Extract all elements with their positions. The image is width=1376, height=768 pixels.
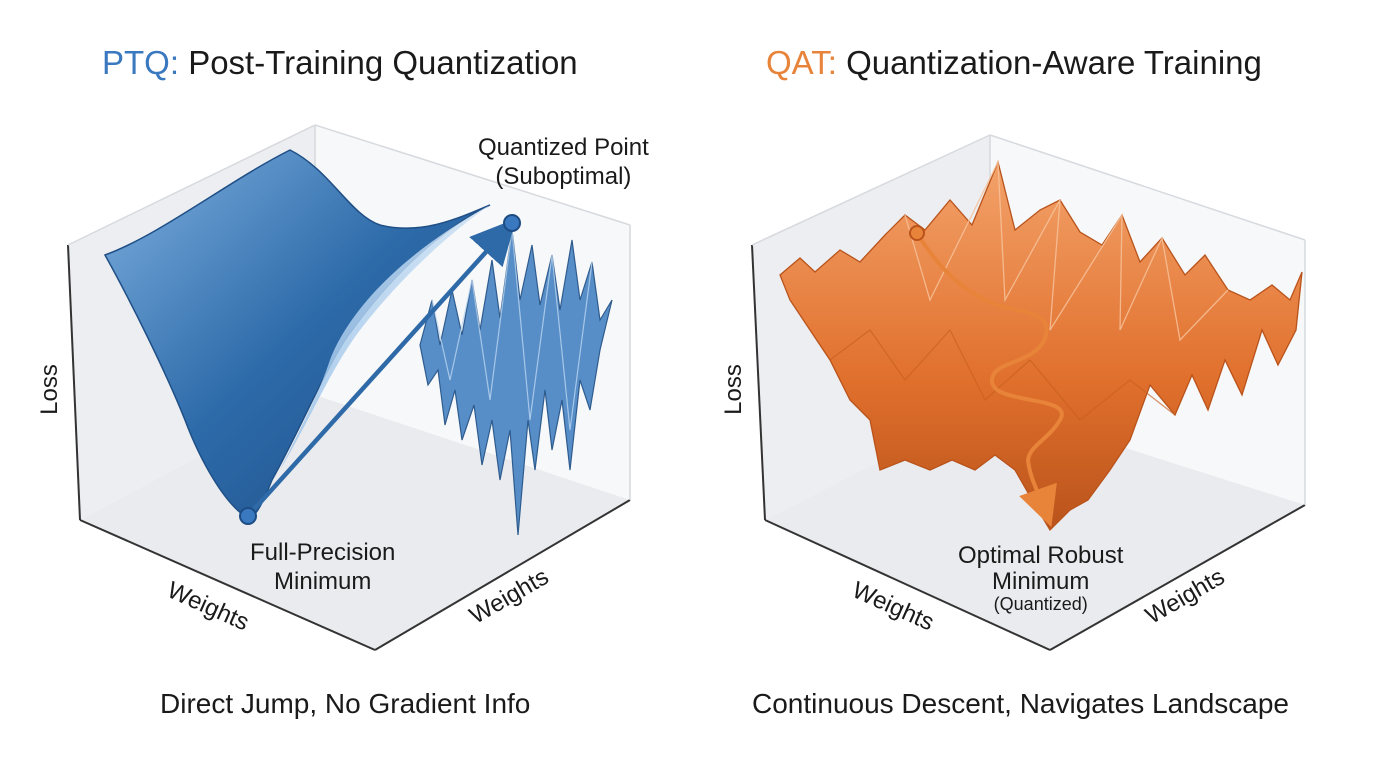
- ptq-quantized-point: [503, 214, 521, 232]
- qat-minimum-label-line2: Minimum: [992, 568, 1090, 595]
- qat-minimum-label: Optimal Robust Minimum (Quantized): [958, 541, 1123, 614]
- ptq-quantized-point-label: Quantized Point (Suboptimal): [478, 133, 649, 191]
- qat-minimum-label-line1: Optimal Robust: [958, 542, 1124, 569]
- qat-start-point: [909, 225, 925, 241]
- ptq-caption: Direct Jump, No Gradient Info: [160, 688, 531, 719]
- qat-title-text: Quantization-Aware Training: [846, 44, 1262, 81]
- ptq-quantized-point-label-line2: (Suboptimal): [495, 163, 632, 190]
- qat-minimum-label-line3: (Quantized): [993, 594, 1088, 614]
- ptq-title-text: Post-Training Quantization: [188, 44, 578, 81]
- ptq-minimum-label-line2: Minimum: [274, 568, 372, 595]
- ptq-axis-loss: Loss: [35, 364, 63, 415]
- qat-title: QAT: Quantization-Aware Training: [766, 44, 1262, 82]
- ptq-jump-arrow: [246, 218, 517, 518]
- qat-surface-ridges: [904, 159, 1229, 342]
- qat-caption: Continuous Descent, Navigates Landscape: [752, 688, 1290, 719]
- qat-axis-loss: Loss: [719, 364, 747, 415]
- ptq-title: PTQ: Post-Training Quantization: [102, 44, 578, 82]
- qat-descent-path: [915, 231, 1064, 528]
- ptq-quantized-point-label-line1: Quantized Point: [478, 134, 649, 161]
- ptq-acronym: PTQ:: [102, 44, 180, 81]
- ptq-minimum-label-line1: Full-Precision: [250, 539, 396, 566]
- qat-acronym: QAT:: [766, 44, 837, 81]
- ptq-noisy-surface: [419, 229, 613, 536]
- ptq-minimum-label: Full-Precision Minimum: [250, 538, 395, 596]
- ptq-minimum-point: [239, 507, 257, 525]
- qat-surface-ridges-lower: [829, 328, 1176, 421]
